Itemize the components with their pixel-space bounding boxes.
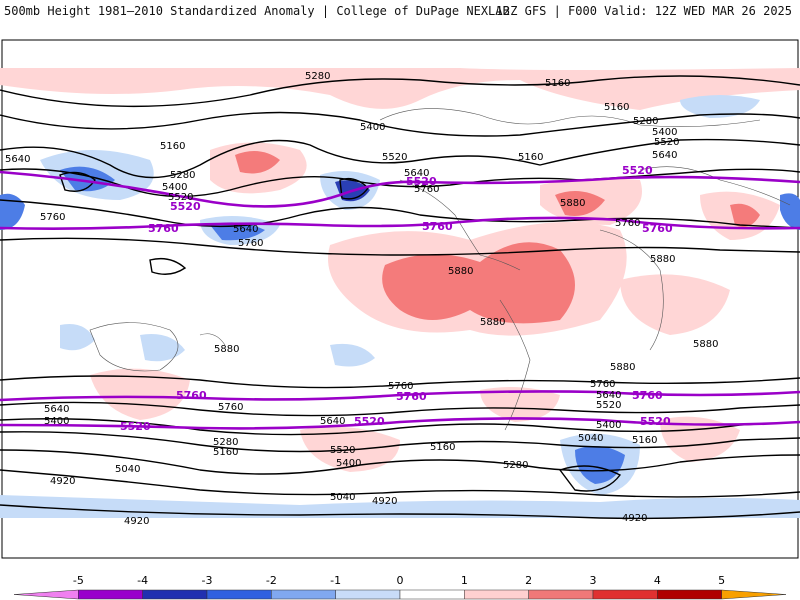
model-valid-time: 12Z GFS | F000 Valid: 12Z WED MAR 26 202… — [495, 4, 792, 18]
contour-label-5280: 5280 — [503, 460, 528, 471]
contour-label-5280: 5280 — [633, 116, 658, 127]
contour-label-5640: 5640 — [652, 150, 677, 161]
contour-label-5880: 5880 — [480, 317, 505, 328]
purple-label-5760: 5760 — [632, 389, 663, 402]
colorbar-segment — [13, 589, 79, 600]
contour-label-5880: 5880 — [560, 198, 585, 209]
colorbar-segment — [142, 589, 208, 600]
contour-label-5760: 5760 — [414, 184, 439, 195]
purple-label-5520: 5520 — [622, 164, 653, 177]
purple-reference-contours — [0, 170, 800, 430]
colorbar-segment — [657, 589, 722, 600]
colorbar-segment — [592, 589, 658, 600]
contour-label-5760: 5760 — [615, 218, 640, 229]
contour-label-5760: 5760 — [590, 379, 615, 390]
colorbar-segment — [528, 589, 594, 600]
coastlines — [89, 108, 791, 431]
contour-label-5760: 5760 — [238, 238, 263, 249]
colorbar-segment — [335, 589, 401, 600]
contour-label-5760: 5760 — [388, 381, 413, 392]
contour-label-5160: 5160 — [430, 442, 455, 453]
colorbar-tick-label: 0 — [397, 574, 404, 587]
contour-label-5640: 5640 — [5, 154, 30, 165]
contour-label-5280: 5280 — [305, 71, 330, 82]
colorbar-segment — [78, 589, 143, 600]
contour-label-5520: 5520 — [382, 152, 407, 163]
contour-label-5400: 5400 — [596, 420, 621, 431]
purple-label-5760: 5760 — [176, 389, 207, 402]
contour-label-5400: 5400 — [360, 122, 385, 133]
purple-label-5760: 5760 — [148, 222, 179, 235]
contour-label-4920: 4920 — [372, 496, 397, 507]
contour-label-5400: 5400 — [336, 458, 361, 469]
contour-label-5640: 5640 — [320, 416, 345, 427]
contour-label-5160: 5160 — [213, 447, 238, 458]
purple-label-5760: 5760 — [396, 390, 427, 403]
colorbar-tick-label: -3 — [202, 574, 213, 587]
contour-label-5400: 5400 — [652, 127, 677, 138]
contour-label-5640: 5640 — [233, 224, 258, 235]
colorbar-segment — [464, 589, 529, 600]
contour-label-5880: 5880 — [610, 362, 635, 373]
contour-label-5880: 5880 — [214, 344, 239, 355]
contour-label-5040: 5040 — [115, 464, 140, 475]
contour-label-5400: 5400 — [162, 182, 187, 193]
colorbar-tick-label: 2 — [525, 574, 532, 587]
contour-label-5400: 5400 — [44, 416, 69, 427]
purple-label-5760: 5760 — [642, 222, 673, 235]
colorbar-tick-label: 5 — [718, 574, 725, 587]
contour-label-5160: 5160 — [518, 152, 543, 163]
contour-label-5160: 5160 — [632, 435, 657, 446]
contour-label-5040: 5040 — [578, 433, 603, 444]
contour-label-5280: 5280 — [213, 437, 238, 448]
map-title: 500mb Height 1981—2010 Standardized Anom… — [4, 4, 510, 18]
contour-label-4920: 4920 — [124, 516, 149, 527]
colorbar-tick-label: 3 — [590, 574, 597, 587]
purple-label-5760: 5760 — [422, 220, 453, 233]
colorbar-tick-label: -2 — [266, 574, 277, 587]
contour-label-5520: 5520 — [330, 445, 355, 456]
colorbar-segment — [721, 589, 787, 600]
contour-label-5040: 5040 — [330, 492, 355, 503]
contour-label-5880: 5880 — [448, 266, 473, 277]
contour-label-5640: 5640 — [404, 168, 429, 179]
colorbar-segment — [271, 589, 336, 600]
purple-label-5520: 5520 — [170, 200, 201, 213]
colorbar-segment — [399, 589, 465, 600]
purple-label-5520: 5520 — [120, 420, 151, 433]
contour-label-5760: 5760 — [40, 212, 65, 223]
purple-contour-labels: 5520 5520 5520 5760 5760 5760 5760 5760 … — [120, 164, 673, 433]
colorbar-ticks: -5 -4 -3 -2 -1 0 1 2 3 4 5 — [73, 574, 725, 587]
contour-label-5280: 5280 — [170, 170, 195, 181]
contour-label-5880: 5880 — [650, 254, 675, 265]
contour-label-5160: 5160 — [545, 78, 570, 89]
contour-label-5520: 5520 — [168, 192, 193, 203]
purple-label-5520: 5520 — [354, 415, 385, 428]
colorbar-tick-label: -4 — [137, 574, 148, 587]
contour-label-5640: 5640 — [596, 390, 621, 401]
colorbar-tick-label: 4 — [654, 574, 661, 587]
contour-label-4920: 4920 — [622, 513, 647, 524]
contour-label-5160: 5160 — [604, 102, 629, 113]
contour-label-5160: 5160 — [160, 141, 185, 152]
colorbar-tick-label: -1 — [330, 574, 341, 587]
contour-label-5640: 5640 — [44, 404, 69, 415]
colorbar-tick-label: 1 — [461, 574, 468, 587]
contour-label-5520: 5520 — [596, 400, 621, 411]
contour-label-5520: 5520 — [654, 137, 679, 148]
colorbar-segment — [206, 589, 272, 600]
purple-label-5520: 5520 — [640, 415, 671, 428]
contour-label-5760: 5760 — [218, 402, 243, 413]
negative-anomaly-shading — [0, 95, 800, 518]
contour-label-5880: 5880 — [693, 339, 718, 350]
contour-labels: 5280 5160 5160 5160 5160 5400 5400 5400 … — [5, 71, 718, 527]
colorbar-tick-label: -5 — [73, 574, 84, 587]
anomaly-colorbar — [13, 589, 787, 600]
purple-label-5520: 5520 — [406, 175, 437, 188]
contour-label-4920: 4920 — [50, 476, 75, 487]
